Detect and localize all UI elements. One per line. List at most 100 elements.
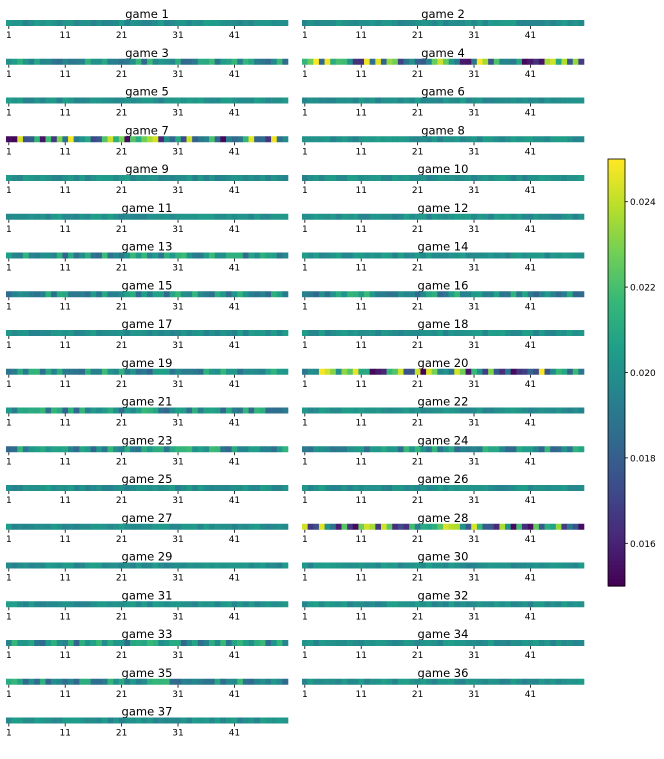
heatmap-cell [163,562,170,569]
heatmap-cell [90,562,97,569]
heatmap-cell [437,368,444,375]
heatmap-cell [237,252,244,259]
heatmap-cell [482,601,489,608]
heatmap-cell [107,640,114,646]
heatmap-cell [68,601,74,608]
heatmap-cell [330,446,337,453]
heatmap-cell [443,485,449,491]
heatmap-cell [544,252,551,259]
heatmap-cell [465,485,472,491]
heatmap-cell [538,330,545,336]
game-title: game 20 [418,356,469,370]
heatmap-cell [73,446,80,453]
heatmap-cell [448,252,455,259]
heatmap-cell [307,252,314,259]
heatmap-cell [209,562,215,569]
heatmap-cell [561,601,568,608]
heatmap-cell [403,485,410,491]
colorbar-segment [608,183,625,189]
heatmap-cell [482,446,489,453]
heatmap-cell [426,97,433,104]
heatmap-cell [443,97,449,104]
heatmap-cell [302,291,308,298]
heatmap-cell [152,407,159,414]
game-title: game 22 [418,395,469,409]
heatmap-cell [521,446,528,453]
heatmap-cell [561,368,568,375]
colorbar-segment [608,539,625,544]
heatmap-cell [488,407,495,414]
heatmap-cell [550,407,557,414]
heatmap-cell [271,136,278,143]
heatmap-cell [341,291,348,298]
heatmap-cell [465,601,472,608]
heatmap-cell [499,640,506,646]
x-tick-label: 21 [116,31,127,41]
heatmap-cell [352,407,359,414]
heatmap-cell [17,407,24,414]
x-tick-label: 41 [229,70,240,80]
heatmap-cell [73,175,80,181]
heatmap-cell [499,175,506,181]
heatmap-cell [459,601,466,608]
heatmap-cell [397,58,404,65]
heatmap-cell [11,136,18,143]
heatmap-cell [62,640,69,646]
heatmap-cell [135,97,142,104]
heatmap-cell [34,252,41,259]
heatmap-cell [130,175,137,181]
heatmap-cell [282,20,289,26]
heatmap-cell [56,213,63,220]
heatmap-cell [135,523,142,530]
heatmap-cell [476,97,483,104]
heatmap-cell [533,97,540,104]
heatmap-cell [414,97,421,104]
heatmap-cell [330,523,337,530]
heatmap-cell [341,562,348,569]
heatmap-cell [231,97,238,104]
heatmap-cell [454,485,461,491]
heatmap-cell [11,368,18,375]
heatmap-cell [397,562,404,569]
heatmap-cell [420,58,427,65]
heatmap-cell [516,97,523,104]
heatmap-cell [271,97,278,104]
heatmap-cell [124,640,131,646]
heatmap-cell [443,136,449,143]
colorbar-segment [608,553,625,559]
heatmap-cell [135,562,142,569]
heatmap-cell [56,562,63,569]
heatmap-cell [516,640,523,646]
heatmap-cell [276,407,283,414]
heatmap-cell [175,562,182,569]
heatmap-cell [147,136,153,143]
heatmap-cell [471,678,478,685]
heatmap-cell [347,291,354,298]
heatmap-cell [203,330,210,336]
heatmap-cell [197,562,204,569]
heatmap-cell [347,97,354,104]
heatmap-cell [318,407,325,414]
colorbar-segment [608,262,625,267]
heatmap-cell [141,252,148,259]
heatmap-cell [482,20,489,26]
heatmap-cell [90,717,97,724]
heatmap-cell [375,20,382,26]
heatmap-cell [124,213,131,220]
heatmap-cell [79,136,86,143]
heatmap-cell [527,407,534,414]
heatmap-cell [34,717,41,724]
heatmap-cell [197,175,204,181]
heatmap-cell [307,562,314,569]
x-tick-label: 1 [302,419,308,429]
x-tick-label: 31 [172,380,183,390]
heatmap-cell [572,407,579,414]
x-tick-label: 1 [302,690,308,700]
heatmap-cell [209,330,215,336]
heatmap-cell [220,291,227,298]
heatmap-cell [313,640,320,646]
heatmap-cell [141,213,148,220]
heatmap-cell [141,407,148,414]
heatmap-cell [158,136,165,143]
heatmap-cell [392,213,399,220]
